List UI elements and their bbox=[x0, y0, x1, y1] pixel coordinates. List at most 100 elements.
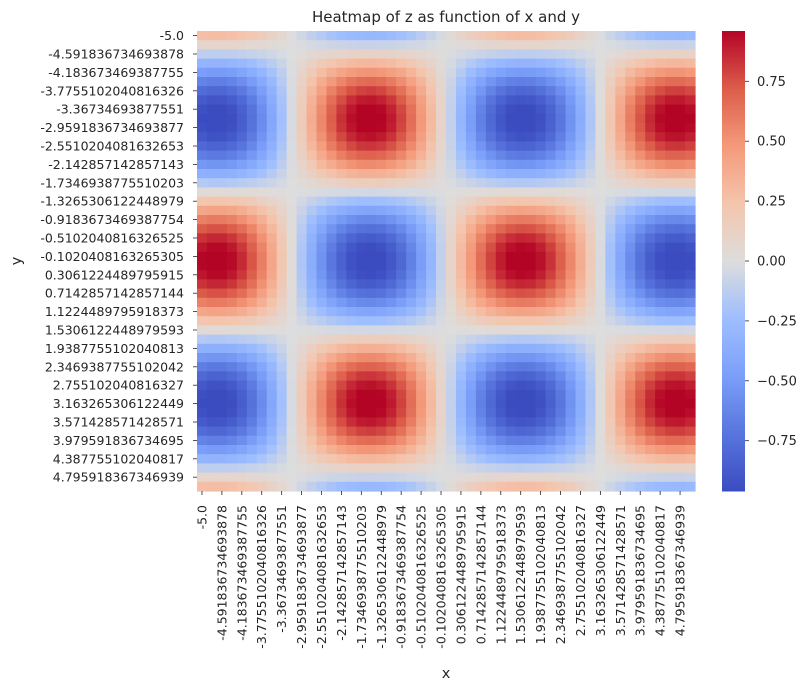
heatmap-cell bbox=[336, 270, 347, 280]
heatmap-cell bbox=[455, 389, 467, 400]
heatmap-cell bbox=[316, 242, 328, 253]
heatmap-cell bbox=[356, 371, 367, 382]
heatmap-cell bbox=[376, 169, 387, 179]
heatmap-cell bbox=[446, 288, 457, 299]
heatmap-cell bbox=[226, 49, 238, 60]
heatmap-cell bbox=[565, 242, 577, 253]
heatmap-cell bbox=[465, 159, 477, 170]
heatmap-cell bbox=[645, 325, 656, 336]
heatmap-cell bbox=[326, 215, 338, 225]
heatmap-cell bbox=[346, 141, 357, 152]
heatmap-cell bbox=[555, 205, 567, 216]
heatmap-cell bbox=[336, 362, 347, 372]
heatmap-cell bbox=[465, 435, 477, 446]
heatmap-cell bbox=[326, 371, 338, 382]
heatmap-cell bbox=[605, 334, 616, 345]
heatmap-cell bbox=[406, 334, 417, 345]
heatmap-cell bbox=[286, 353, 298, 363]
heatmap-cell bbox=[675, 205, 686, 216]
heatmap-cell bbox=[416, 205, 427, 216]
heatmap-cell bbox=[525, 472, 537, 483]
heatmap-cell bbox=[505, 481, 517, 492]
colorbar-segment bbox=[722, 241, 745, 244]
heatmap-cell bbox=[236, 49, 248, 60]
heatmap-cell bbox=[306, 408, 318, 418]
heatmap-cell bbox=[446, 297, 457, 308]
heatmap-cell bbox=[216, 150, 228, 161]
heatmap-cell bbox=[396, 472, 407, 483]
colorbar-segment bbox=[722, 331, 745, 334]
heatmap-cell bbox=[286, 233, 298, 244]
heatmap-cell bbox=[595, 123, 606, 133]
heatmap-cell bbox=[316, 31, 328, 41]
heatmap-cell bbox=[625, 435, 636, 446]
heatmap-cell bbox=[675, 150, 686, 161]
heatmap-cell bbox=[206, 270, 218, 280]
heatmap-cell bbox=[615, 297, 626, 308]
heatmap-cell bbox=[565, 67, 577, 78]
heatmap-cell bbox=[336, 399, 347, 409]
heatmap-cell bbox=[306, 463, 318, 474]
heatmap-cell bbox=[226, 104, 238, 115]
heatmap-cell bbox=[505, 316, 517, 326]
heatmap-cell bbox=[406, 86, 417, 96]
heatmap-cell bbox=[376, 297, 387, 308]
heatmap-cell bbox=[575, 297, 587, 308]
colorbar-segment bbox=[722, 113, 745, 116]
heatmap-cell bbox=[346, 40, 357, 50]
heatmap-cell bbox=[665, 58, 676, 69]
heatmap-cell bbox=[565, 417, 577, 428]
heatmap-cell bbox=[246, 279, 258, 290]
heatmap-cell bbox=[306, 445, 318, 455]
heatmap-cell bbox=[386, 325, 397, 336]
heatmap-cell bbox=[316, 132, 328, 142]
heatmap-cell bbox=[246, 113, 258, 124]
heatmap-cell bbox=[246, 288, 258, 299]
heatmap-cell bbox=[685, 95, 696, 106]
heatmap-cell bbox=[575, 472, 587, 483]
heatmap-cell bbox=[256, 95, 268, 106]
heatmap-cell bbox=[326, 49, 338, 60]
y-tick-label: 3.163265306122449 bbox=[53, 396, 184, 411]
heatmap-cell bbox=[226, 86, 238, 96]
heatmap-cell bbox=[246, 417, 258, 428]
y-tick-label: 1.9387755102040813 bbox=[45, 341, 184, 356]
colorbar-segment bbox=[722, 87, 745, 90]
heatmap-cell bbox=[585, 67, 596, 78]
heatmap-cell bbox=[336, 334, 347, 345]
colorbar-segment bbox=[722, 247, 745, 250]
heatmap-cell bbox=[266, 279, 278, 290]
heatmap-cell bbox=[246, 408, 258, 418]
heatmap-cell bbox=[366, 399, 377, 409]
heatmap-cell bbox=[266, 316, 278, 326]
heatmap-cell bbox=[575, 233, 587, 244]
heatmap-cell bbox=[366, 270, 377, 280]
heatmap-cell bbox=[585, 40, 596, 50]
heatmap-cell bbox=[565, 40, 577, 50]
colorbar-segment bbox=[722, 173, 745, 176]
colorbar-segment bbox=[722, 475, 745, 478]
heatmap-cell bbox=[605, 371, 616, 382]
heatmap-cell bbox=[685, 196, 696, 207]
heatmap-cell bbox=[416, 159, 427, 170]
heatmap-cell bbox=[675, 380, 686, 391]
heatmap-cell bbox=[675, 399, 686, 409]
heatmap-cell bbox=[595, 196, 606, 207]
heatmap-cell bbox=[585, 215, 596, 225]
heatmap-cell bbox=[276, 31, 288, 41]
colorbar-segment bbox=[722, 369, 745, 372]
heatmap-cell bbox=[465, 334, 477, 345]
heatmap-cell bbox=[256, 334, 268, 345]
heatmap-cell bbox=[465, 261, 477, 271]
heatmap-cell bbox=[236, 270, 248, 280]
heatmap-cell bbox=[625, 205, 636, 216]
heatmap-cell bbox=[465, 178, 477, 188]
heatmap-cell bbox=[426, 113, 437, 124]
heatmap-cell bbox=[386, 40, 397, 50]
heatmap-cell bbox=[605, 113, 616, 124]
heatmap-cell bbox=[366, 196, 377, 207]
heatmap-cell bbox=[236, 141, 248, 152]
heatmap-cell bbox=[625, 169, 636, 179]
heatmap-cell bbox=[416, 472, 427, 483]
colorbar-segment bbox=[722, 137, 745, 140]
